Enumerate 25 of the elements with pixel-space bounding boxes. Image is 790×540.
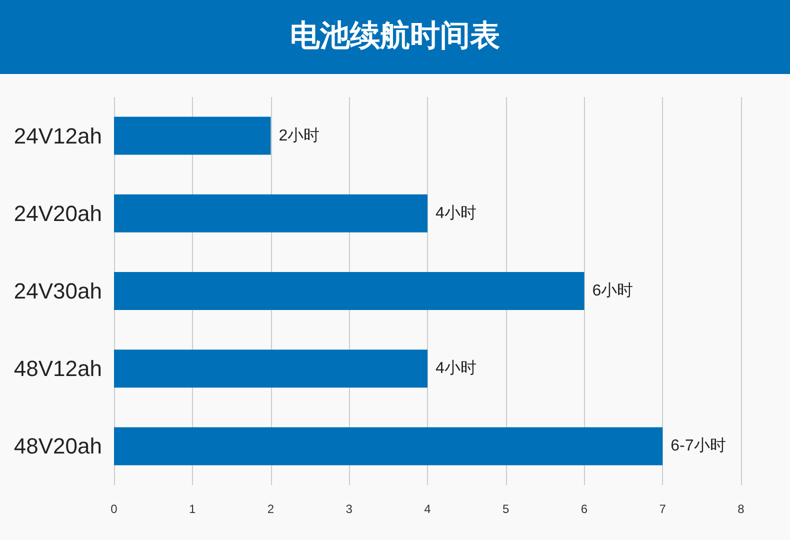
data-label: 2小时 — [278, 126, 320, 144]
x-tick-label: 3 — [346, 502, 353, 516]
bar — [114, 272, 584, 310]
x-tick-label: 2 — [267, 502, 274, 516]
bar — [114, 194, 428, 232]
x-tick-label: 5 — [502, 502, 510, 516]
bar — [114, 116, 271, 155]
x-tick-label: 8 — [738, 502, 745, 516]
data-label: 6-7小时 — [670, 436, 726, 455]
y-tick-label: 24V30ah — [14, 278, 102, 304]
x-tick-label: 0 — [110, 502, 118, 516]
x-tick-label: 1 — [189, 502, 196, 516]
data-label: 4小时 — [436, 359, 476, 378]
x-tick-label: 7 — [659, 502, 666, 516]
y-tick-label: 24V20ah — [14, 200, 102, 226]
data-label: 4小时 — [436, 204, 476, 222]
y-tick-label: 48V12ah — [14, 356, 102, 382]
bar — [114, 427, 663, 466]
x-tick-label: 6 — [580, 502, 588, 516]
y-tick-label: 24V12ah — [14, 123, 102, 148]
chart-title: 电池续航时间表 — [290, 18, 500, 52]
bar — [114, 350, 428, 388]
data-label: 6小时 — [592, 282, 634, 300]
x-tick-label: 4 — [424, 502, 432, 516]
y-tick-label: 48V20ah — [14, 434, 102, 459]
